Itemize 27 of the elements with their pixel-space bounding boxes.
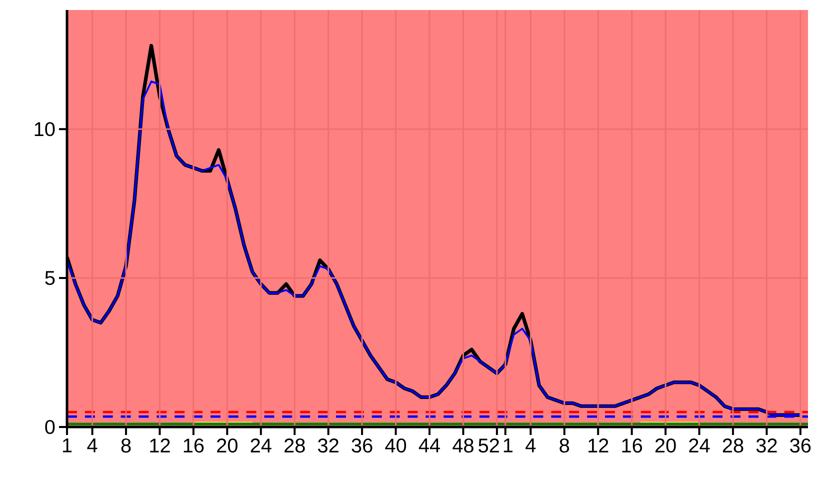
x-tick-label: 8 bbox=[560, 438, 570, 453]
x-tick-label: 48 bbox=[452, 438, 474, 453]
x-tick-label: 24 bbox=[689, 438, 710, 452]
x-tick-label: 36 bbox=[352, 438, 372, 453]
x-tick-label: 28 bbox=[722, 438, 744, 453]
x-tick-label: 24 bbox=[250, 438, 272, 452]
x-tick-label: 44 bbox=[418, 438, 440, 452]
x-tick-label: 28 bbox=[284, 438, 305, 453]
y-tick-label: 0 bbox=[45, 420, 55, 434]
x-tick-label: 8 bbox=[121, 438, 131, 453]
x-tick-label: 52 bbox=[478, 438, 499, 453]
x-tick-label: 1 bbox=[62, 438, 72, 452]
x-tick-label: 1 bbox=[504, 438, 512, 452]
x-tick-label: 40 bbox=[385, 438, 406, 453]
x-tick-label: 20 bbox=[655, 438, 676, 453]
y-tick-label: 5 bbox=[45, 271, 55, 285]
x-tick-label: 12 bbox=[150, 438, 170, 452]
x-tick-label: 32 bbox=[756, 438, 777, 453]
x-tick-label: 36 bbox=[790, 438, 811, 453]
x-tick-label: 12 bbox=[588, 438, 608, 452]
x-tick-label: 16 bbox=[184, 438, 204, 453]
x-tick-label: 20 bbox=[217, 438, 238, 453]
x-tick-label: 16 bbox=[622, 438, 642, 453]
y-tick-label: 10 bbox=[34, 122, 55, 136]
x-tick-label: 4 bbox=[87, 438, 98, 452]
x-tick-label: 32 bbox=[318, 438, 338, 453]
x-tick-label: 4 bbox=[526, 438, 536, 452]
